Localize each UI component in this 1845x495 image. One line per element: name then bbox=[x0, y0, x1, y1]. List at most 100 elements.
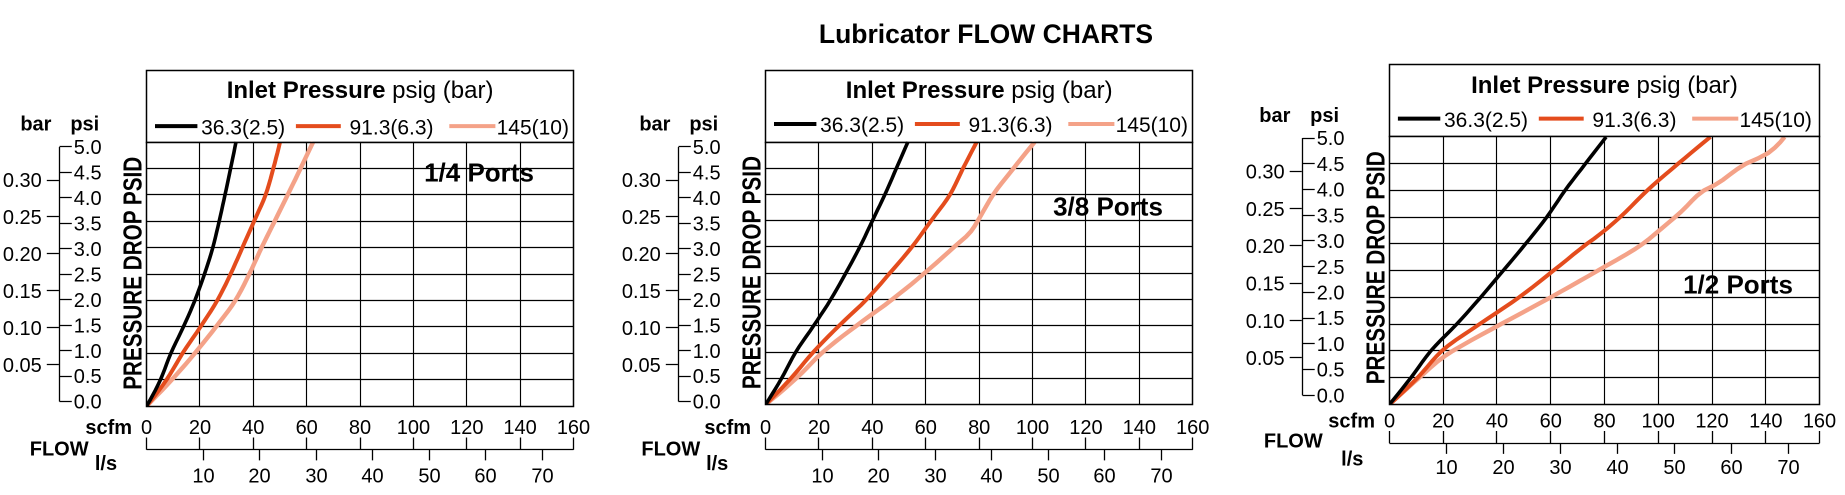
svg-text:20: 20 bbox=[808, 417, 830, 439]
svg-text:10: 10 bbox=[811, 465, 833, 487]
svg-text:3/8 Ports: 3/8 Ports bbox=[1053, 191, 1163, 221]
svg-text:0.5: 0.5 bbox=[74, 366, 102, 388]
svg-text:0.25: 0.25 bbox=[3, 207, 42, 229]
svg-text:91.3(6.3): 91.3(6.3) bbox=[350, 116, 434, 139]
svg-text:PRESSURE DROP PSID: PRESSURE DROP PSID bbox=[737, 156, 767, 389]
svg-text:Inlet Pressure psig (bar): Inlet Pressure psig (bar) bbox=[227, 77, 494, 104]
svg-text:145(10): 145(10) bbox=[497, 116, 569, 139]
svg-text:140: 140 bbox=[1123, 417, 1156, 439]
svg-text:0.10: 0.10 bbox=[622, 318, 661, 340]
svg-text:0.30: 0.30 bbox=[1246, 162, 1285, 184]
svg-text:0.30: 0.30 bbox=[3, 170, 42, 192]
svg-text:1.0: 1.0 bbox=[1317, 334, 1345, 356]
svg-text:60: 60 bbox=[474, 465, 496, 487]
svg-text:40: 40 bbox=[242, 417, 264, 439]
svg-text:4.5: 4.5 bbox=[74, 163, 102, 185]
svg-text:psi: psi bbox=[1310, 105, 1339, 127]
svg-text:PRESSURE DROP PSID: PRESSURE DROP PSID bbox=[118, 157, 148, 390]
svg-text:60: 60 bbox=[1720, 457, 1742, 479]
svg-text:0.20: 0.20 bbox=[1246, 236, 1285, 258]
svg-text:60: 60 bbox=[1093, 465, 1115, 487]
svg-text:60: 60 bbox=[1540, 411, 1562, 433]
svg-text:0.0: 0.0 bbox=[1317, 385, 1345, 407]
svg-text:1/4 Ports: 1/4 Ports bbox=[424, 158, 534, 188]
svg-text:120: 120 bbox=[450, 417, 483, 439]
svg-text:0.10: 0.10 bbox=[3, 318, 42, 340]
svg-text:1.0: 1.0 bbox=[693, 341, 721, 363]
svg-text:4.5: 4.5 bbox=[693, 163, 721, 185]
svg-text:4.5: 4.5 bbox=[1317, 154, 1345, 176]
svg-text:FLOW: FLOW bbox=[1264, 431, 1323, 453]
svg-text:50: 50 bbox=[1037, 465, 1059, 487]
svg-text:scfm: scfm bbox=[85, 417, 132, 439]
svg-text:Lubricator FLOW CHARTS: Lubricator FLOW CHARTS bbox=[819, 19, 1153, 49]
svg-text:psi: psi bbox=[689, 113, 718, 135]
svg-text:0.5: 0.5 bbox=[1317, 360, 1345, 382]
svg-text:Inlet Pressure psig (bar): Inlet Pressure psig (bar) bbox=[1471, 72, 1738, 99]
svg-text:PRESSURE DROP PSID: PRESSURE DROP PSID bbox=[1360, 151, 1390, 384]
svg-text:80: 80 bbox=[1593, 411, 1615, 433]
svg-text:0.20: 0.20 bbox=[622, 244, 661, 266]
svg-text:91.3(6.3): 91.3(6.3) bbox=[1592, 109, 1676, 132]
svg-text:30: 30 bbox=[924, 465, 946, 487]
svg-text:50: 50 bbox=[1663, 457, 1685, 479]
svg-text:120: 120 bbox=[1695, 411, 1728, 433]
svg-text:40: 40 bbox=[861, 417, 883, 439]
svg-text:0.25: 0.25 bbox=[1246, 199, 1285, 221]
svg-text:0.05: 0.05 bbox=[1246, 348, 1285, 370]
svg-text:2.5: 2.5 bbox=[1317, 257, 1345, 279]
svg-text:0.05: 0.05 bbox=[622, 355, 661, 377]
svg-text:40: 40 bbox=[1606, 457, 1628, 479]
svg-text:20: 20 bbox=[867, 465, 889, 487]
svg-text:160: 160 bbox=[557, 417, 590, 439]
svg-text:2.0: 2.0 bbox=[74, 290, 102, 312]
svg-text:l/s: l/s bbox=[1341, 449, 1363, 471]
svg-text:60: 60 bbox=[915, 417, 937, 439]
svg-text:70: 70 bbox=[1150, 465, 1172, 487]
svg-text:140: 140 bbox=[503, 417, 536, 439]
svg-text:3.0: 3.0 bbox=[1317, 231, 1345, 253]
svg-text:100: 100 bbox=[1642, 411, 1675, 433]
svg-text:3.5: 3.5 bbox=[693, 214, 721, 236]
svg-text:0.0: 0.0 bbox=[693, 392, 721, 414]
svg-text:2.5: 2.5 bbox=[693, 264, 721, 286]
svg-text:scfm: scfm bbox=[704, 417, 751, 439]
svg-text:scfm: scfm bbox=[1328, 411, 1375, 433]
svg-text:20: 20 bbox=[189, 417, 211, 439]
svg-text:0.25: 0.25 bbox=[622, 207, 661, 229]
svg-text:Inlet Pressure psig (bar): Inlet Pressure psig (bar) bbox=[846, 77, 1113, 104]
svg-text:1.5: 1.5 bbox=[1317, 308, 1345, 330]
svg-text:3.0: 3.0 bbox=[693, 239, 721, 261]
svg-text:4.0: 4.0 bbox=[74, 188, 102, 210]
svg-text:bar: bar bbox=[639, 113, 670, 135]
svg-text:20: 20 bbox=[1492, 457, 1514, 479]
svg-text:5.0: 5.0 bbox=[1317, 128, 1345, 150]
svg-text:0.5: 0.5 bbox=[693, 366, 721, 388]
svg-text:5.0: 5.0 bbox=[693, 137, 721, 159]
svg-text:l/s: l/s bbox=[95, 453, 117, 475]
svg-text:2.5: 2.5 bbox=[74, 264, 102, 286]
svg-text:0.15: 0.15 bbox=[1246, 274, 1285, 296]
svg-text:0: 0 bbox=[141, 417, 152, 439]
svg-text:140: 140 bbox=[1749, 411, 1782, 433]
svg-text:l/s: l/s bbox=[706, 453, 728, 475]
svg-text:4.0: 4.0 bbox=[693, 188, 721, 210]
svg-text:0: 0 bbox=[1384, 411, 1395, 433]
svg-text:30: 30 bbox=[1549, 457, 1571, 479]
svg-text:0: 0 bbox=[760, 417, 771, 439]
svg-text:91.3(6.3): 91.3(6.3) bbox=[969, 114, 1053, 137]
svg-text:80: 80 bbox=[968, 417, 990, 439]
svg-text:bar: bar bbox=[1259, 105, 1290, 127]
svg-text:1.5: 1.5 bbox=[693, 315, 721, 337]
svg-text:0.05: 0.05 bbox=[3, 355, 42, 377]
svg-text:50: 50 bbox=[418, 465, 440, 487]
svg-text:160: 160 bbox=[1803, 411, 1836, 433]
svg-text:0.10: 0.10 bbox=[1246, 311, 1285, 333]
svg-text:36.3(2.5): 36.3(2.5) bbox=[201, 116, 285, 139]
svg-text:5.0: 5.0 bbox=[74, 137, 102, 159]
svg-text:0.0: 0.0 bbox=[74, 392, 102, 414]
svg-text:70: 70 bbox=[1777, 457, 1799, 479]
svg-text:36.3(2.5): 36.3(2.5) bbox=[1444, 109, 1528, 132]
svg-text:36.3(2.5): 36.3(2.5) bbox=[820, 114, 904, 137]
svg-text:40: 40 bbox=[980, 465, 1002, 487]
